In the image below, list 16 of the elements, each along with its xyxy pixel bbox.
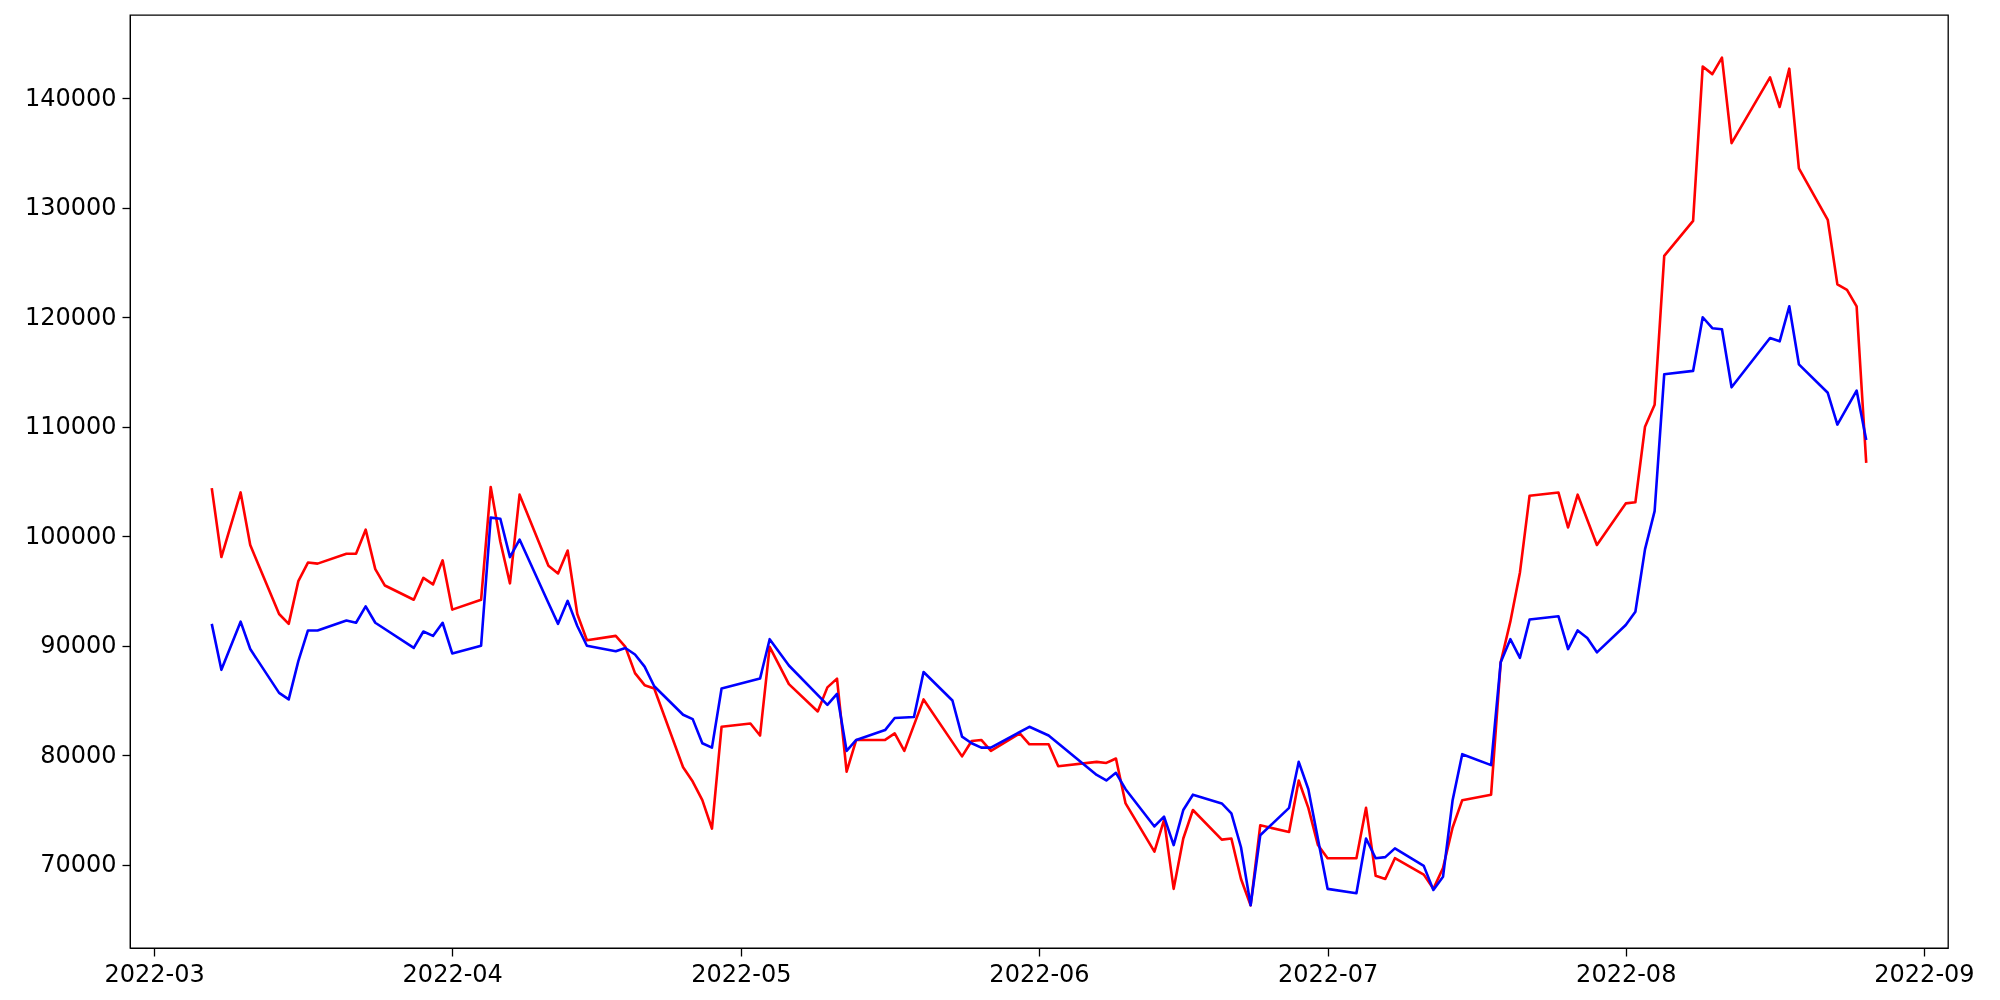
- y-tick-label: 70000: [40, 850, 117, 879]
- y-tick-label: 80000: [40, 740, 117, 769]
- x-tick-label: 2022-06: [989, 959, 1090, 988]
- y-tick-label: 100000: [24, 521, 117, 550]
- x-tick-label: 2022-04: [402, 959, 503, 988]
- x-tick-label: 2022-09: [1874, 959, 1975, 988]
- y-tick-label: 90000: [40, 631, 117, 660]
- x-tick-label: 2022-03: [104, 959, 205, 988]
- y-tick-label: 120000: [24, 302, 117, 331]
- y-tick-label: 130000: [24, 193, 117, 222]
- x-tick-label: 2022-05: [691, 959, 792, 988]
- x-tick-label: 2022-07: [1277, 959, 1379, 988]
- y-tick-label: 110000: [24, 412, 117, 441]
- x-tick-label: 2022-08: [1576, 959, 1677, 988]
- line-series: [210, 304, 1868, 907]
- y-tick-label: 140000: [24, 83, 117, 112]
